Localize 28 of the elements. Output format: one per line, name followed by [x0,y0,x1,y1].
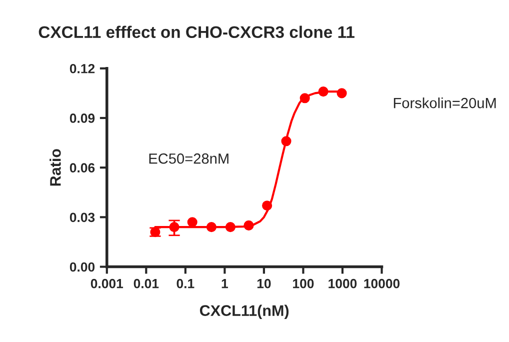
point [336,88,347,98]
point [206,222,216,232]
annotation: EC50=28nM [149,153,228,164]
point [281,136,292,146]
point [244,220,254,230]
y-axis-title: Ratio [50,149,61,186]
y-tick-label: 0.06 [70,163,95,172]
y-tick-label: 0.00 [70,262,95,272]
y-tick-label: 0.12 [70,64,95,74]
x-tick-label: 10 [257,278,271,288]
x-tick-label: 100 [293,278,314,288]
x-tick-label: 10000 [364,278,400,288]
point [187,217,198,228]
x-tick-label: 0.001 [90,278,124,288]
point [300,93,310,104]
chart-title: CXCL11 efffect on CHO-CXCR3 clone 11 [38,26,354,38]
x-axis-title: CXCL11(nM) [200,304,289,319]
y-tick-label: 0.09 [70,114,95,123]
y-tick-label: 0.03 [70,212,95,222]
point [318,86,328,97]
text: Forskolin=20uM [394,98,496,108]
x-tick-label: 1 [222,279,228,288]
x-tick-label: 0.1 [176,278,194,288]
x-tick-label: 0.01 [134,278,159,288]
x-tick-label: 1000 [328,278,357,288]
point [225,222,236,232]
point [169,222,180,232]
point [262,200,272,211]
